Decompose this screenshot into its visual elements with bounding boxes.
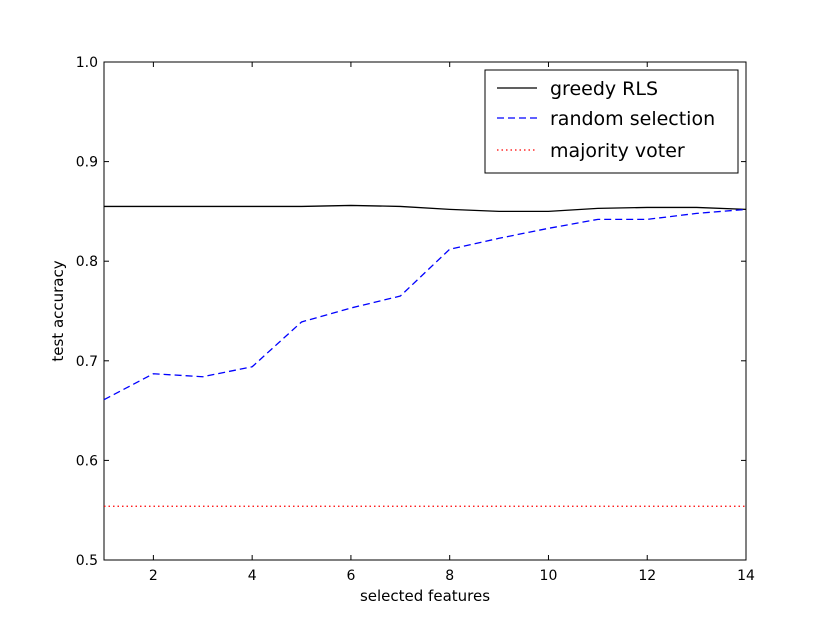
x-tick-label-6: 6 xyxy=(346,568,355,584)
legend-label-greedy-rls: greedy RLS xyxy=(550,78,658,100)
x-axis-label: selected features xyxy=(360,587,490,605)
x-tick-label-12: 12 xyxy=(638,568,656,584)
x-tick-label-4: 4 xyxy=(248,568,257,584)
legend-label-majority-voter: majority voter xyxy=(550,140,685,162)
series-layer xyxy=(103,204,747,507)
y-tick-label-1: 0.6 xyxy=(76,453,98,469)
x-tick-label-10: 10 xyxy=(540,568,558,584)
series-line-random-selection xyxy=(103,208,747,401)
y-tick-label-2: 0.7 xyxy=(76,354,98,370)
y-tick-label-0: 0.5 xyxy=(76,553,98,569)
x-axis-ticks: 2 4 6 8 10 12 14 xyxy=(149,62,755,584)
legend-box xyxy=(484,69,739,174)
x-tick-label-2: 2 xyxy=(149,568,158,584)
y-tick-label-3: 0.8 xyxy=(76,254,98,270)
legend-label-random-selection: random selection xyxy=(550,108,715,130)
x-tick-label-14: 14 xyxy=(737,568,755,584)
y-axis-ticks: 0.5 0.6 0.7 0.8 0.9 1.0 xyxy=(76,55,746,569)
y-tick-label-4: 0.9 xyxy=(76,155,98,171)
series-line-greedy-rls xyxy=(104,204,747,213)
y-axis-label: test accuracy xyxy=(49,260,67,361)
y-tick-label-5: 1.0 xyxy=(76,55,98,71)
x-tick-label-8: 8 xyxy=(445,568,454,584)
legend: greedy RLS random selection majority vot… xyxy=(484,69,739,174)
